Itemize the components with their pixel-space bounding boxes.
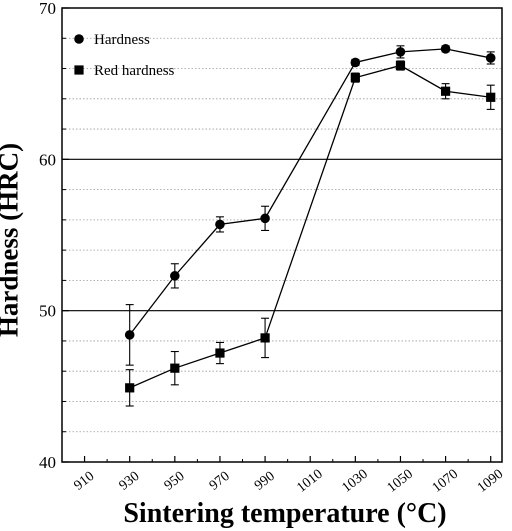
grid-lines xyxy=(62,37,502,433)
legend-item: Red hardness xyxy=(74,63,175,79)
y-tick-label: 60 xyxy=(39,150,56,169)
x-tick-label: 1090 xyxy=(475,467,506,496)
series-layer xyxy=(124,44,496,407)
data-point xyxy=(440,44,451,54)
x-tick-label: 950 xyxy=(162,469,188,494)
x-tick-label: 970 xyxy=(207,469,233,494)
data-point xyxy=(395,47,406,57)
data-point xyxy=(215,219,225,230)
data-point xyxy=(486,92,496,102)
data-point xyxy=(395,60,406,71)
x-tick-label: 930 xyxy=(117,469,143,494)
data-point xyxy=(170,271,180,281)
x-axis-label: Sintering temperature (°C) xyxy=(123,498,447,529)
data-point xyxy=(215,348,225,358)
legend-marker xyxy=(74,34,84,44)
x-tick-label: 990 xyxy=(252,469,278,494)
legend: Hardness Red hardness xyxy=(74,32,175,79)
x-tick-label: 1070 xyxy=(430,467,461,496)
y-tick-label: 50 xyxy=(39,302,56,321)
series-square xyxy=(125,60,496,407)
x-tick-label: 910 xyxy=(72,469,98,494)
data-point xyxy=(170,363,180,373)
legend-item: Hardness xyxy=(74,32,150,48)
data-point xyxy=(260,333,270,343)
series-line xyxy=(129,48,491,336)
data-point xyxy=(440,86,451,96)
data-point xyxy=(350,57,361,68)
legend-marker xyxy=(74,65,84,75)
x-tick-label: 1010 xyxy=(294,467,325,496)
x-tick-label: 1030 xyxy=(340,467,371,496)
data-point xyxy=(350,73,360,83)
legend-label: Red hardness xyxy=(94,63,175,79)
x-tick-label: 1050 xyxy=(385,467,416,496)
data-point xyxy=(125,383,135,393)
data-point xyxy=(260,213,270,224)
series-circle xyxy=(124,44,496,366)
y-tick-label: 70 xyxy=(39,0,56,18)
legend-label: Hardness xyxy=(94,32,150,48)
y-tick-label: 40 xyxy=(39,453,56,472)
plot-frame xyxy=(61,7,503,463)
series-line xyxy=(129,64,491,389)
data-point xyxy=(124,330,135,340)
y-axis-label: Hardness (HRC) xyxy=(0,142,24,338)
data-point xyxy=(485,53,496,63)
